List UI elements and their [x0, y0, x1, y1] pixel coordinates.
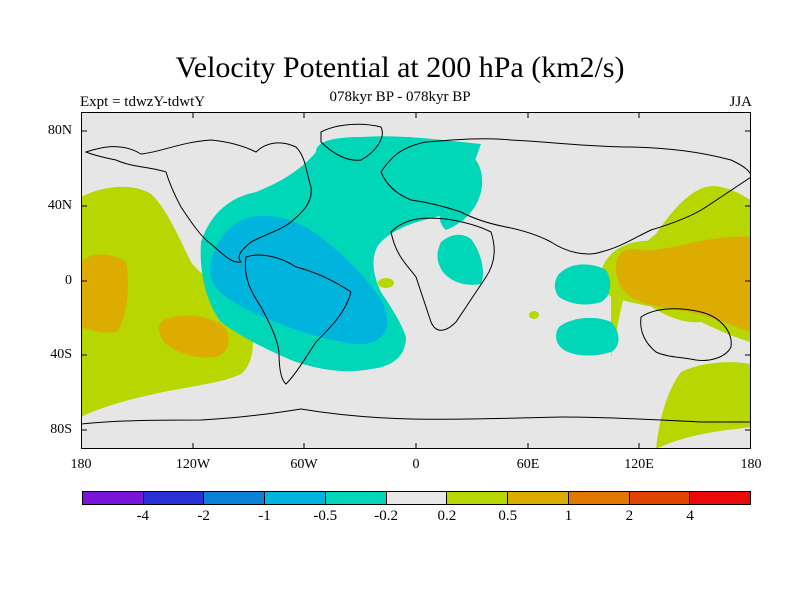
- experiment-label: Expt = tdwzY-tdwtY: [80, 94, 206, 110]
- coast-greenland: [320, 123, 383, 161]
- colorbar-label: -1: [258, 508, 271, 524]
- lon-label-180-west: 180: [70, 457, 92, 472]
- coast-antarctica: [81, 408, 751, 425]
- colorbar-swatch: [143, 492, 205, 504]
- colorbar-label: 2: [625, 508, 634, 524]
- colorbar-swatch: [447, 492, 509, 504]
- negative-region-mideast: [439, 152, 483, 230]
- colorbar-label: 1: [564, 508, 573, 524]
- lon-label-120e: 120E: [624, 457, 654, 472]
- colorbar-label: -0.2: [374, 508, 398, 524]
- positive-blob-indian: [529, 311, 539, 319]
- colorbar: [82, 491, 751, 505]
- positive-region-east-pacific: [81, 186, 253, 417]
- lat-label-80s: 80S: [50, 422, 72, 437]
- coast-north-america: [84, 139, 312, 263]
- plot-title: Velocity Potential at 200 hPa (km2/s): [175, 51, 625, 84]
- coast-africa: [390, 217, 495, 331]
- colorbar-swatch: [629, 492, 691, 504]
- axis-ticks: [81, 112, 751, 449]
- negative-core-americas: [210, 215, 388, 345]
- plot-subtitle: 078kyr BP - 078kyr BP: [329, 89, 471, 105]
- positive-core-east-pacific-2: [158, 315, 229, 358]
- colorbar-label: -4: [136, 508, 150, 524]
- colorbar-swatch: [325, 492, 387, 504]
- positive-region-south-pacific: [656, 362, 751, 449]
- coast-eurasia: [380, 138, 751, 255]
- colorbar-swatch: [265, 492, 326, 504]
- colorbar-label: 4: [686, 508, 694, 524]
- lon-label-60e: 60E: [516, 457, 540, 472]
- colorbar-swatch: [690, 492, 751, 504]
- negative-region-indian-south: [556, 317, 619, 356]
- lat-label-40s: 40S: [50, 347, 72, 362]
- coast-australia: [640, 308, 732, 361]
- lon-label-0: 0: [412, 457, 420, 472]
- positive-core-west-pacific: [616, 236, 751, 332]
- map-panel: [81, 112, 751, 449]
- negative-region-africa: [437, 234, 483, 285]
- season-label: JJA: [729, 94, 752, 110]
- coast-south-america: [244, 254, 352, 385]
- lat-label-40n: 40N: [47, 198, 72, 213]
- coastlines: [81, 123, 751, 425]
- colorbar-swatch: [508, 492, 569, 504]
- colorbar-swatch: [568, 492, 630, 504]
- colorbar-swatch: [204, 492, 266, 504]
- lon-label-180-east: 180: [740, 457, 762, 472]
- lat-label-0: 0: [65, 273, 72, 288]
- colorbar-label: 0.2: [437, 508, 457, 524]
- lat-label-80n: 80N: [47, 123, 72, 138]
- positive-blob-atlantic: [378, 278, 394, 288]
- positive-core-east-pacific-1: [81, 254, 128, 333]
- colorbar-label: -0.5: [313, 508, 338, 524]
- colorbar-label: -2: [197, 508, 210, 524]
- colorbar-label: 0.5: [498, 508, 518, 524]
- map-svg: [81, 112, 751, 449]
- negative-region-indian-north: [554, 264, 611, 305]
- lon-label-60w: 60W: [290, 457, 318, 472]
- colorbar-swatch: [386, 492, 448, 504]
- lon-label-120w: 120W: [175, 457, 211, 472]
- colorbar-swatch: [83, 492, 144, 504]
